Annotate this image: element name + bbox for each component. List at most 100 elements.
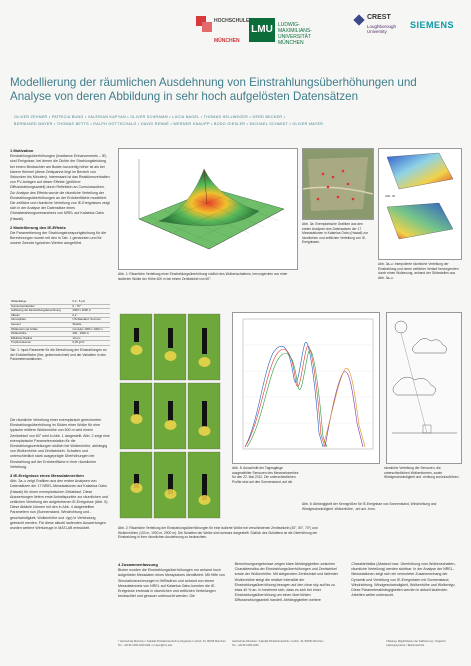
figure-5-caption: Abb. 5: Ausschnitt der Tagesgänge ausgew…	[232, 466, 299, 484]
simulation-grid-svg	[119, 313, 221, 519]
section-1-heading: 1 Motivation	[10, 148, 34, 153]
author-name: Bodo Giesler •	[213, 122, 250, 126]
table-row: Effektiver Radius 10 μm	[10, 336, 110, 342]
table-row: Aerosol Shettle	[10, 322, 110, 328]
hm-logo-text-2: MÜNCHEN	[214, 38, 240, 44]
table-row: Wolkenhöhe 300 - 1900 m	[10, 332, 110, 337]
section-2-text: Die Parametrierung der Strahlungstranspo…	[10, 231, 107, 246]
section-1-text: Einstrahlungsüberhöhungen (irradiance En…	[10, 154, 110, 221]
figure-5-line-chart	[232, 312, 380, 464]
figure-3a-caption: Abb. 3a: Exemplarische Grafiken aus den …	[302, 222, 368, 245]
table-cell: Sonnenzenitwinkel	[10, 304, 72, 310]
crest-logo: CREST Loughborough University	[353, 14, 405, 44]
surface-plot-svg	[138, 159, 285, 250]
enhancement-region	[164, 351, 177, 361]
author-name: Werner Knaupp •	[173, 122, 214, 126]
table-row: Atmosphäre US-Standard, Sommer	[10, 318, 110, 323]
footer-mid: Hochschule München / Fakultät 06 Elektro…	[232, 640, 342, 647]
section-3-text: Abb. 3a–c zeigt Grafiken aus den ersten …	[10, 479, 109, 531]
cloud-shadow	[134, 474, 139, 488]
author-name: Ralph Gottschalg •	[93, 122, 141, 126]
table-cell: Shettle	[71, 322, 110, 328]
table-row: Sonnenzenitwinkel 0 - 70°	[10, 304, 110, 310]
table-row: Wolkenart und Größe Cumulus 1000 x 1000 m	[10, 327, 110, 333]
table-cell: 0,2 - 5 μm	[71, 299, 110, 305]
author-name: David Renné •	[140, 122, 174, 126]
parameter-table: Wellenlänge 0,2 - 5 μm Sonnenzenitwinkel 0 …	[10, 299, 110, 362]
heatmap-label: Abb. 3b	[385, 194, 396, 198]
table-cell: 0,2	[71, 313, 110, 319]
cloud-shadow	[134, 401, 139, 415]
cloud-shadow	[202, 474, 207, 500]
table-caption: Tab. 1: Input-Parameter für die Berechnu…	[10, 347, 107, 362]
table-cell: Albedo	[10, 313, 72, 319]
author-name: Oliver Schramm •	[130, 115, 173, 119]
figure-3a-map	[302, 148, 374, 220]
enhancement-region	[198, 495, 211, 505]
author-name: Oliver Mayer	[292, 122, 324, 126]
author-name: Lucia Nagel •	[172, 115, 204, 119]
figure-6-diagram	[386, 312, 462, 464]
figure-3c-heatmap: Abb. 3b	[378, 148, 462, 260]
author-name: Bernhard Mayer •	[14, 122, 57, 126]
table-cell: Effektiver Radius	[10, 336, 72, 342]
section-4-text: Bisher wurden die Einstrahlungsüberhöhun…	[118, 562, 456, 603]
footer-right-line1: 4 Beitrag: Möglichkeiten der Kalibrierun…	[386, 640, 446, 643]
author-name: Gerd Becker •	[252, 115, 286, 119]
table-cell: Atmosphäre	[10, 318, 72, 323]
logo-bar: HOCHSCHULE MÜNCHEN LMU LUDWIG-MAXIMILIAN…	[0, 6, 471, 46]
table-cell: Aerosol	[10, 322, 72, 328]
lmu-subtitle: LUDWIG-MAXIMILIANS-UNIVERSITÄT MÜNCHEN	[278, 22, 312, 46]
cloud-shadow	[202, 401, 207, 427]
author-list: Oliver Zehner • Patricia Bung • Valerian…	[14, 114, 460, 128]
cloud-diagram-svg	[392, 320, 457, 434]
enhancement-region	[164, 420, 177, 430]
hm-logo: HOCHSCHULE MÜNCHEN	[196, 16, 249, 44]
parameter-table-grid: Wellenlänge 0,2 - 5 μm Sonnenzenitwinkel 0 …	[10, 299, 110, 346]
table-cell: US-Standard, Sommer	[71, 318, 110, 323]
poster-title: Modellierung der räumlichen Ausdehnung v…	[10, 76, 417, 103]
enhancement-region	[130, 414, 143, 424]
lmu-logo-text: LMU	[251, 24, 273, 35]
cloud-shadow	[202, 328, 207, 354]
author-name: Thomas Hellweger •	[203, 115, 253, 119]
enhancement-region	[130, 483, 143, 493]
table-cell: 0 - 70°	[71, 304, 110, 310]
lmu-logo: LMU	[249, 18, 275, 42]
figure-6-caption: Abb. 6: Abhängigkeit der Kenngrößen für …	[302, 502, 437, 511]
crest-logo-text: CREST	[367, 14, 391, 21]
enhancement-region	[130, 345, 143, 355]
figure-2-grid	[118, 312, 222, 522]
siemens-logo: SIEMENS	[410, 20, 455, 30]
enhancement-region	[198, 357, 211, 367]
table-cell: 10 μm	[71, 336, 110, 342]
table-cell: Wolkenhöhe	[10, 332, 72, 337]
author-name: Valerian Kapyan •	[87, 115, 131, 119]
footer-mid-line1: Hochschule München / Fakultät 06 Elektro…	[232, 640, 324, 643]
table-row: Albedo 0,2	[10, 313, 110, 319]
table-row: Auflösung der Einstrahlungsberechnung 200…	[10, 309, 110, 314]
footer-left-line1: * Hochschule München / Fakultät 06 Elekt…	[118, 640, 226, 643]
table-cell: Wellenlänge	[10, 299, 72, 305]
map-svg	[302, 149, 374, 219]
author-name: Michael Schmidt •	[249, 122, 293, 126]
simulation-tile	[187, 313, 221, 381]
author-name: Thomas Betts •	[56, 122, 94, 126]
cloud-shadow	[168, 401, 173, 421]
table-cell: Wolkenart und Größe	[10, 327, 72, 333]
section-2-heading: 2 Modellierung des IE-Effekts	[10, 224, 66, 230]
left-column-lower: Die räumliche Verteilung einer exemplari…	[10, 418, 110, 534]
line-chart-svg	[242, 318, 374, 450]
figure-1-caption: Abb. 1: Räumliche Verteilung einer Einst…	[118, 272, 288, 281]
author-name: Patricia Bung •	[51, 115, 88, 119]
figure-2-caption: Abb. 2: Räumliche Verteilung der Einstra…	[118, 526, 318, 540]
figure-3c-caption: Abb. 3a–c: Interpolierte räumliche Verte…	[378, 262, 459, 280]
cloud-shadow	[168, 474, 173, 494]
hm-logo-text: HOCHSCHULE	[214, 18, 250, 24]
figure-5-caption-2: räumliche Verteilung der Sensoren, die u…	[384, 466, 460, 480]
cloud-shadow	[134, 328, 139, 342]
heatmap-stack-svg: Abb. 3b	[385, 152, 454, 240]
left-column: 1 Motivation Einstrahlungsüberhöhungen (…	[10, 148, 110, 250]
enhancement-region	[164, 489, 177, 499]
